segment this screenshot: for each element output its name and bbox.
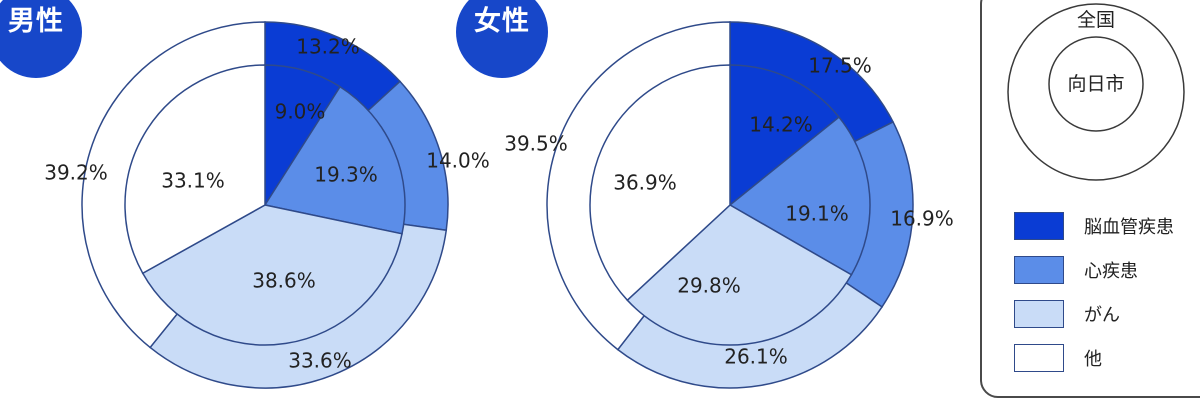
female-inner-label-cancer: 29.8% [677,274,741,298]
legend-item-other: 他 [1014,336,1174,380]
legend-swatch-cancer [1014,300,1064,328]
female-inner-label-heart: 19.1% [785,202,849,226]
male-inner-slice-stroke [264,64,342,208]
female-outer-label-heart: 16.9% [890,207,954,231]
male-outer-label-other: 39.2% [44,161,108,185]
female-outer-label-stroke: 17.5% [808,54,872,78]
male-title: 男性 [8,5,64,37]
legend-item-heart: 心疾患 [1014,248,1174,292]
legend-swatch-other [1014,344,1064,372]
female-outer-label-other: 39.5% [504,132,568,156]
male-inner-slice-cancer [141,204,403,346]
male-inner-label-other: 33.1% [161,169,225,193]
male-inner-label-cancer: 38.6% [252,269,316,293]
female-inner-slice-cancer [626,204,853,346]
key-inner-circle [1048,36,1144,132]
male-badge: 男性 [0,0,82,78]
legend-label-cancer: がん [1084,305,1120,326]
male-inner-slice-heart [263,85,406,235]
male-outer-label-heart: 14.0% [426,149,490,173]
key-inner-label: 向日市 [1067,73,1124,95]
key-outer-label: 全国 [1077,9,1115,31]
female-inner-label-stroke: 14.2% [749,113,813,137]
male-inner-label-stroke: 9.0% [275,100,326,124]
male-inner-slice-other [124,64,266,275]
pie-charts: 13.2% 14.0% 33.6% 39.2% 9.0% 19.3% 38.6% 33.1% 1… [44,21,954,389]
female-inner-label-other: 36.9% [613,171,677,195]
legend-label-heart: 心疾患 [1084,261,1138,282]
male-outer-label-stroke: 13.2% [296,35,360,59]
legend-item-cancer: がん [1014,292,1174,336]
female-badge: 女性 [456,0,548,78]
female-inner-slice-other [589,64,731,302]
female-inner-slice-stroke [729,64,841,207]
female-outer-label-cancer: 26.1% [724,345,788,369]
legend-label-stroke: 脳血管疾患 [1084,217,1174,238]
female-title: 女性 [474,5,530,37]
male-inner-label-heart: 19.3% [314,163,378,187]
legend-swatch-stroke [1014,212,1064,240]
female-inner-slice-heart [728,116,871,276]
legend-item-stroke: 脳血管疾患 [1014,204,1174,248]
male-outer-label-cancer: 33.6% [288,349,352,373]
legend-label-other: 他 [1084,349,1102,370]
legend-swatch-heart [1014,256,1064,284]
legend: 脳血管疾患 心疾患 がん 他 [1014,204,1174,380]
